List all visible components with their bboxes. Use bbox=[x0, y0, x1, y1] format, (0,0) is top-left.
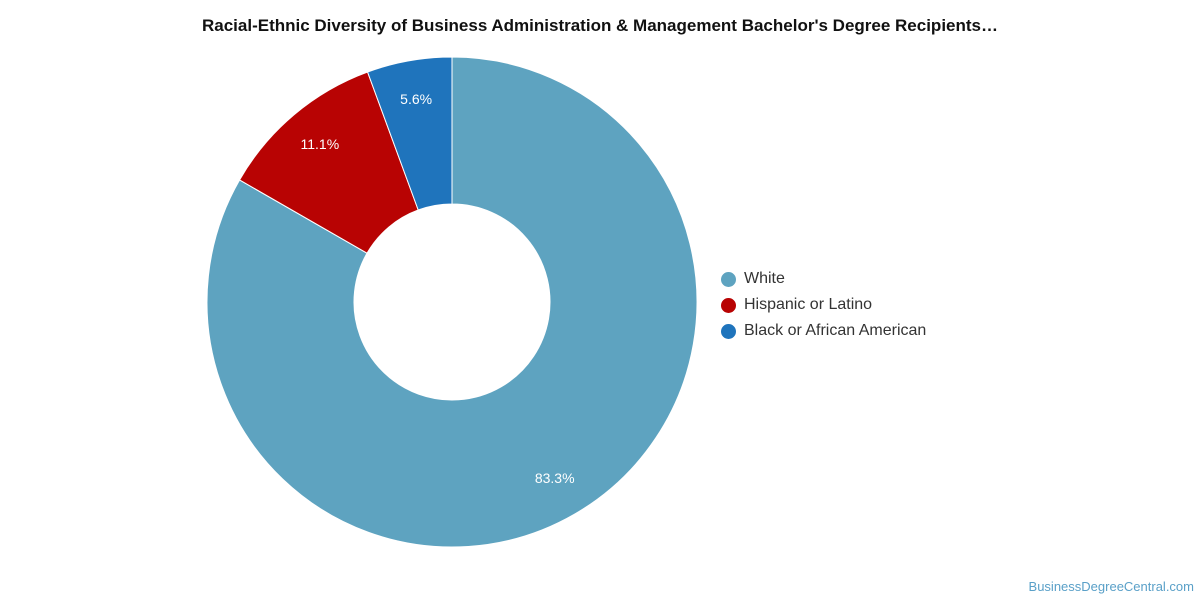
legend-swatch-white bbox=[721, 271, 736, 287]
chart-title: Racial-Ethnic Diversity of Business Admi… bbox=[201, 16, 998, 35]
legend-item-white[interactable]: White bbox=[721, 266, 926, 292]
slice-label-hispanic-or-latino: 11.1% bbox=[301, 136, 340, 152]
legend-swatch-hispanic-or-latino bbox=[721, 297, 736, 313]
slice-white[interactable] bbox=[206, 56, 698, 548]
legend-label-black-or-african-american: Black or African American bbox=[744, 322, 927, 339]
legend-label-white: White bbox=[744, 270, 785, 287]
legend-item-hispanic-or-latino[interactable]: Hispanic or Latino bbox=[721, 292, 926, 318]
slice-label-white: 83.3% bbox=[535, 470, 575, 486]
legend-swatch-black-or-african-american bbox=[721, 323, 736, 339]
chart-legend: White Hispanic or Latino Black or Africa… bbox=[721, 266, 926, 344]
slice-black-or-african-american[interactable] bbox=[366, 56, 453, 211]
slice-hispanic-or-latino[interactable] bbox=[238, 71, 419, 254]
legend-item-black-or-african-american[interactable]: Black or African American bbox=[721, 318, 926, 344]
footer-credit[interactable]: BusinessDegreeCentral.com bbox=[1028, 579, 1194, 594]
slice-label-black-or-african-american: 5.6% bbox=[400, 91, 432, 107]
legend-label-hispanic-or-latino: Hispanic or Latino bbox=[744, 296, 873, 313]
